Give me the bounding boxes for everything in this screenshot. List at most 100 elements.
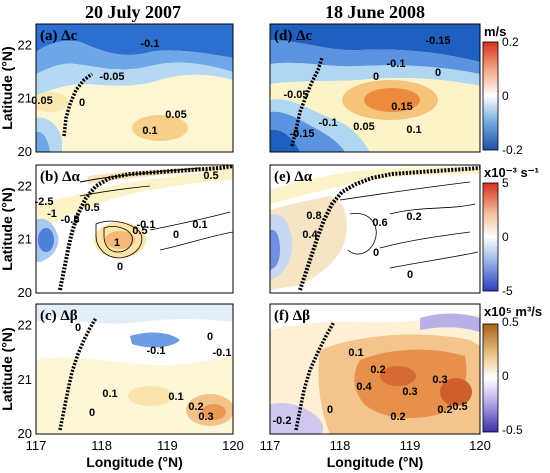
xlabel-f: Longitude (°N) [327, 454, 424, 470]
contour-label-b-5: 1 [114, 237, 120, 249]
contour-label-e-1: 0.8 [306, 210, 321, 222]
contour-label-e-5: 0 [407, 269, 413, 281]
colorbar-unit-e: x10⁻³ s⁻¹ [484, 165, 539, 180]
panel-label-e: (e) Δα [274, 169, 313, 185]
contour-label-d-5: -0.15 [289, 128, 314, 140]
contour-label-b-10: 0.1 [192, 219, 207, 231]
column-title-right: 18 June 2008 [325, 2, 425, 22]
contour-label-d-3: -0.05 [283, 89, 308, 101]
contour-label-b-8: 0 [117, 261, 123, 273]
contour-label-c-6: 0.2 [188, 401, 203, 413]
column-title-left: 20 July 2007 [85, 2, 181, 22]
contour-label-f-0: 0.1 [348, 347, 363, 359]
panel-c [36, 304, 233, 434]
contour-label-a-3: 0 [79, 97, 85, 109]
ylabel-b: Latitude (°N) [0, 187, 15, 270]
ytick-c-21: 21 [18, 372, 32, 387]
contour-label-a-5: 0.1 [142, 125, 157, 137]
contour-label-b-0: 0.5 [203, 170, 218, 182]
contour-label-a-2: 0.05 [31, 95, 52, 107]
ytick-a-20: 20 [18, 144, 32, 159]
contour-label-c-2: 0 [207, 331, 213, 343]
xtick-f-117: 117 [260, 438, 281, 453]
contour-label-b-2: -1 [47, 208, 57, 220]
contour-label-c-4: 0.1 [102, 388, 117, 400]
contour-label-c-8: 0 [89, 407, 95, 419]
contour-label-f-3: 0.3 [402, 386, 417, 398]
contour-label-e-0: 0.4 [302, 229, 318, 241]
panel-label-d: (d) Δc [274, 28, 312, 44]
contour-label-f-5: 0.2 [437, 404, 452, 416]
contour-label-f-8: 0 [327, 404, 333, 416]
contour-label-c-5: 0.1 [168, 391, 183, 403]
colorbar-alpha [482, 182, 499, 292]
panel-a [36, 24, 233, 152]
ytick-b-21: 21 [18, 232, 32, 247]
contour-label-b-4: 0.5 [84, 202, 99, 214]
xtick-c-120: 120 [222, 438, 244, 453]
contour-label-e-4: 0 [373, 247, 379, 259]
contour-label-d-4: 0.15 [391, 101, 412, 113]
panel-label-a: (a) Δc [40, 28, 78, 44]
xtick-f-120: 120 [469, 438, 491, 453]
colorbar-tick-d-0: 0 [502, 89, 509, 103]
colorbar-velocity [482, 41, 499, 151]
panel-label-b: (b) Δα [40, 169, 80, 185]
ytick-c-20: 20 [18, 426, 32, 441]
contour-label-d-0: -0.15 [425, 35, 450, 47]
colorbar-tick-d--0.2: -0.2 [502, 143, 523, 157]
panel-label-c: (c) Δβ [40, 308, 78, 324]
colorbar-tick-e-0: 0 [502, 230, 509, 244]
contour-label-c-0: 0 [75, 322, 81, 334]
contour-label-a-4: 0.05 [165, 109, 186, 121]
contour-label-d-9: 0 [373, 71, 379, 83]
colorbar-unit-d: m/s [484, 24, 506, 39]
colorbar-tick-e--5: -5 [502, 284, 513, 298]
xtick-c-119: 119 [157, 438, 178, 453]
xtick-f-119: 119 [400, 438, 421, 453]
contour-label-b-3: -0.5 [61, 214, 80, 226]
panel-b [36, 165, 233, 293]
contour-label-c-7: 0.3 [198, 411, 213, 423]
panel-f [270, 304, 480, 434]
contour-label-b-6: 0.5 [132, 225, 147, 237]
colorbar-beta [482, 323, 499, 433]
contour-label-e-3: 0.2 [406, 211, 421, 223]
contour-label-d-8: 0.1 [406, 124, 421, 136]
contour-label-b-9: 0 [173, 229, 179, 241]
ylabel-c: Latitude (°N) [0, 327, 15, 410]
colorbar-tick-f-0: 0 [502, 369, 509, 383]
contour-label-c-1: -0.1 [147, 345, 166, 357]
contour-label-f-2: 0.4 [356, 381, 372, 393]
panel-label-f: (f) Δβ [274, 308, 310, 324]
ytick-b-20: 20 [18, 285, 32, 300]
xtick-c-118: 118 [91, 438, 112, 453]
xtick-c-117: 117 [26, 438, 47, 453]
contour-label-f-4: 0.3 [432, 374, 447, 386]
contour-label-b-1: -2.5 [35, 196, 54, 208]
contour-label-d-6: -0.1 [319, 117, 338, 129]
contour-label-a-0: -0.1 [141, 38, 160, 50]
ytick-a-21: 21 [18, 91, 32, 106]
xlabel-c: Longitude (°N) [86, 454, 183, 470]
xtick-f-118: 118 [330, 438, 351, 453]
colorbar-tick-d-0.2: 0.2 [502, 35, 519, 49]
contour-label-f-7: -0.2 [273, 415, 292, 427]
contour-label-b-7: -0.1 [137, 219, 156, 231]
ytick-c-22: 22 [18, 318, 32, 333]
ylabel-a: Latitude (°N) [0, 46, 15, 129]
colorbar-tick-f--0.5: -0.5 [502, 423, 523, 437]
contour-label-a-1: -0.05 [99, 71, 124, 83]
panel-e [270, 165, 480, 293]
labels-layer: (a) Δc -0.1-0.050.05 00.050.1202122Latitud… [0, 24, 542, 470]
colorbar-tick-e-5: 5 [502, 176, 509, 190]
panel-d [270, 24, 480, 152]
colorbar-tick-f-0.5: 0.5 [502, 315, 519, 329]
colorbar-unit-f: x10⁵ m³/s [484, 304, 542, 319]
contour-label-c-3: -0.1 [213, 347, 232, 359]
contour-label-f-1: 0.2 [370, 364, 385, 376]
contour-label-d-2: 0 [435, 67, 441, 79]
contour-label-f-9: 0.2 [390, 411, 405, 423]
contour-label-e-2: 0.6 [372, 217, 387, 229]
